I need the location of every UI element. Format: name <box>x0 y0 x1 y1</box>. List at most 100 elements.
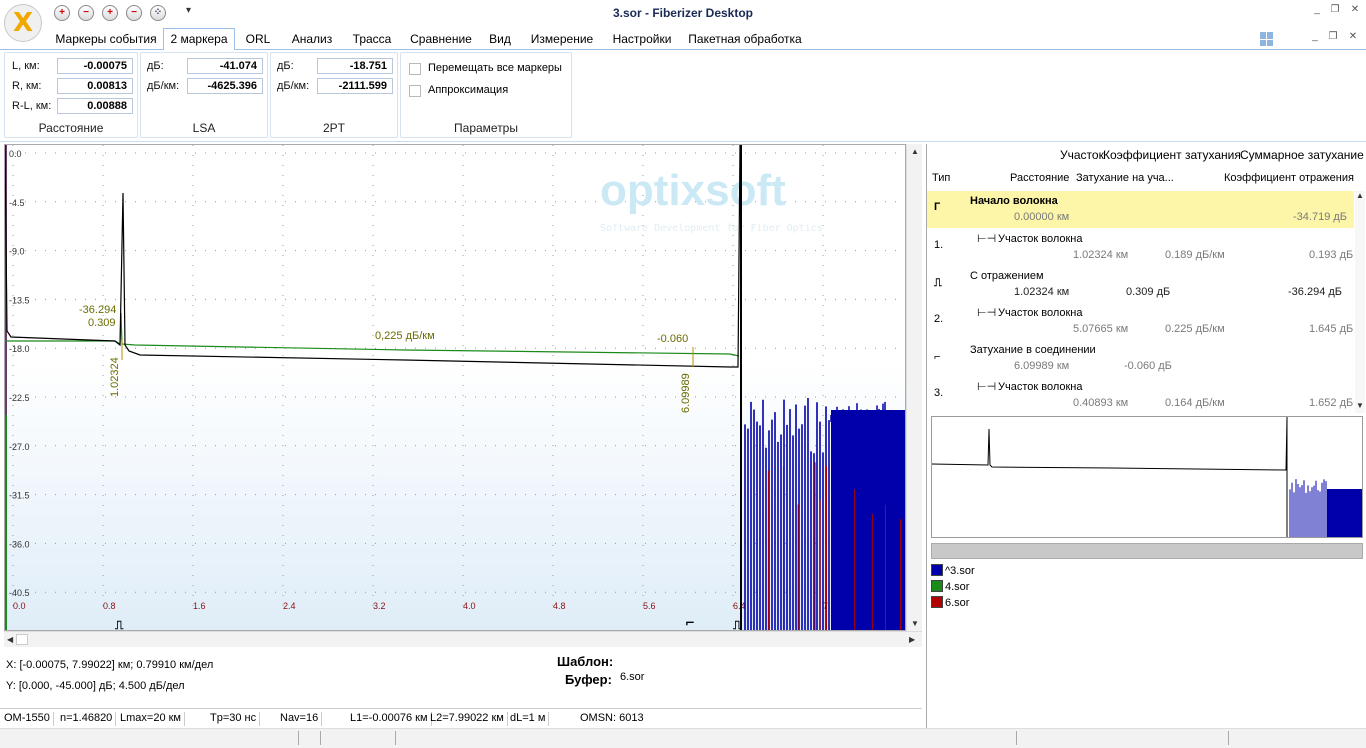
event1-loss-label: 0.309 <box>88 317 116 329</box>
tab-trace[interactable]: Трасса <box>352 32 392 46</box>
y-tick-label: -36.0 <box>9 539 30 549</box>
group-lsa: дБ: -41.074 дБ/км: -4625.396 LSA <box>140 52 268 138</box>
approximation-label[interactable]: Аппроксимация <box>428 84 509 96</box>
event-reflectance: -34.719 дБ <box>1293 211 1348 223</box>
end-event-icon[interactable]: ⎍ <box>732 618 742 631</box>
scroll-up-icon[interactable]: ▲ <box>911 147 919 156</box>
windows-layout-icon[interactable] <box>1260 32 1274 46</box>
event-row-segment-1[interactable]: 1. ⊢⊣ Участок волокна 1.02324 км 0.189 д… <box>927 229 1354 266</box>
status-bar: OM-1550 n=1.46820 Lmax=20 км Tp=30 нс Na… <box>0 708 922 728</box>
zoom-in-vertical-icon[interactable]: + <box>102 5 118 21</box>
tab-settings[interactable]: Настройки <box>612 32 672 46</box>
reflectogram-plot[interactable]: optixsoft Software Development for Fiber… <box>4 144 906 631</box>
event-row-fiber-start[interactable]: Г Начало волокна 0.00000 км -34.719 дБ <box>927 191 1354 228</box>
event-row-segment-3[interactable]: 3. ⊢⊣ Участок волокна 0.40893 км 0.164 д… <box>927 377 1354 414</box>
overview-minimap[interactable] <box>931 416 1363 538</box>
plot-svg: optixsoft Software Development for Fiber… <box>5 145 905 631</box>
group-2pt: дБ: -18.751 дБ/км: -2111.599 2PT <box>270 52 398 138</box>
reflective-event-icon[interactable]: ⎍ <box>114 618 124 631</box>
ribbon-tabs: Маркеры события 2 маркера ORL Анализ Тра… <box>0 28 1366 51</box>
twopt-dbkm-field[interactable]: -2111.599 <box>317 78 393 94</box>
tab-measure[interactable]: Измерение <box>530 32 594 46</box>
plot-vertical-scrollbar[interactable]: ▲ ▼ <box>906 144 922 631</box>
move-all-markers-label[interactable]: Перемещать все маркеры <box>428 62 562 74</box>
mdi-close-icon[interactable]: ✕ <box>1348 31 1358 42</box>
zoom-out-icon[interactable]: − <box>78 5 94 21</box>
segment-icon: ⊢⊣ <box>977 381 997 393</box>
tab-orl[interactable]: ORL <box>245 32 271 46</box>
scroll-down-icon[interactable]: ▼ <box>911 619 919 628</box>
header-refl-coef[interactable]: Коэффициент отражения <box>1224 172 1354 184</box>
tab-batch[interactable]: Пакетная обработка <box>688 32 802 46</box>
move-all-markers-checkbox[interactable] <box>409 63 421 75</box>
l-km-field[interactable]: -0.00075 <box>57 58 133 74</box>
minimize-icon[interactable]: _ <box>1314 4 1320 15</box>
scroll-right-icon[interactable]: ▶ <box>909 635 916 644</box>
splice-event-icon[interactable]: ⌐ <box>685 616 695 630</box>
quick-access-dropdown-icon[interactable]: ▾ <box>186 5 192 16</box>
mdi-restore-icon[interactable]: ❐ <box>1328 31 1338 42</box>
scale-info: X: [-0.00075, 7.99022] км; 0.79910 км/де… <box>4 650 922 706</box>
legend-item-3sor[interactable]: ^3.sor <box>931 564 975 577</box>
lsa-db-field[interactable]: -41.074 <box>187 58 263 74</box>
y-tick-label: -27.0 <box>9 442 30 452</box>
x-tick-label: 4.0 <box>463 601 476 611</box>
rl-km-field[interactable]: 0.00888 <box>57 98 133 114</box>
close-icon[interactable]: ✕ <box>1350 4 1360 15</box>
legend-label: ^3.sor <box>945 565 975 577</box>
y-tick-label: -9.0 <box>9 247 25 257</box>
group-distance: L, км: -0.00075 R, км: 0.00813 R-L, км: … <box>4 52 138 138</box>
buffer-value: 6.sor <box>620 671 645 683</box>
header-total-atten[interactable]: Суммарное затухание <box>1240 148 1364 162</box>
twopt-db-field[interactable]: -18.751 <box>317 58 393 74</box>
rl-km-label: R-L, км: <box>12 100 52 112</box>
zoom-in-icon[interactable]: + <box>54 5 70 21</box>
plot-horizontal-scrollbar[interactable]: ◀ ▶ <box>4 631 922 647</box>
header-atten-coef[interactable]: Коэффициент затухания <box>1103 148 1241 162</box>
event-name: С отражением <box>970 270 1044 282</box>
header-loss[interactable]: Затухание на уча... <box>1076 172 1174 184</box>
event-row-reflective[interactable]: ⎍ С отражением 1.02324 км 0.309 дБ -36.2… <box>927 266 1354 303</box>
segment-slope-label: 0,225 дБ/км <box>375 330 435 342</box>
app-logo-icon[interactable]: X <box>4 4 42 42</box>
tab-analysis[interactable]: Анализ <box>291 32 333 46</box>
mdi-minimize-icon[interactable]: _ <box>1312 31 1318 42</box>
fit-all-icon[interactable]: ⁘ <box>150 5 166 21</box>
events-scroll-down-icon[interactable]: ▼ <box>1356 401 1364 410</box>
event-distance: 0.00000 км <box>1014 211 1070 223</box>
tab-view[interactable]: Вид <box>489 32 511 46</box>
events-scroll-up-icon[interactable]: ▲ <box>1356 191 1364 200</box>
event1-refl-label: -36.294 <box>79 304 116 316</box>
status-dl: dL=1 м <box>510 712 550 726</box>
zoom-out-vertical-icon[interactable]: − <box>126 5 142 21</box>
group-2pt-title: 2PT <box>322 121 345 135</box>
header-type[interactable]: Тип <box>932 172 951 184</box>
r-km-label: R, км: <box>12 80 42 92</box>
events-scrollbar[interactable]: ▲ ▼ <box>1355 191 1365 413</box>
scroll-left-icon[interactable]: ◀ <box>7 635 14 644</box>
event-atten: 0.189 дБ/км <box>1165 249 1225 261</box>
scroll-thumb[interactable] <box>16 634 28 645</box>
tab-compare[interactable]: Сравнение <box>410 32 472 46</box>
tab-event-markers[interactable]: Маркеры события <box>55 32 157 46</box>
event-row-splice[interactable]: ⌐ Затухание в соединении 6.09989 км -0.0… <box>927 340 1354 377</box>
r-km-field[interactable]: 0.00813 <box>57 78 133 94</box>
template-label: Шаблон: <box>557 654 614 669</box>
event-name: Участок волокна <box>998 381 1083 393</box>
event-name: Участок волокна <box>998 233 1083 245</box>
event-row-segment-2[interactable]: 2. ⊢⊣ Участок волокна 5.07665 км 0.225 д… <box>927 303 1354 340</box>
y-tick-label: -18.0 <box>9 344 30 354</box>
header-distance[interactable]: Расстояние <box>1010 172 1070 184</box>
approximation-checkbox[interactable] <box>409 85 421 97</box>
event-reflectance: -36.294 дБ <box>1288 286 1343 298</box>
tab-two-markers[interactable]: 2 маркера <box>163 28 235 51</box>
minimap-scrollbar[interactable] <box>931 543 1363 559</box>
legend-item-6sor[interactable]: 6.sor <box>931 596 969 609</box>
twopt-db-label: дБ: <box>277 60 294 72</box>
legend-item-4sor[interactable]: 4.sor <box>931 580 969 593</box>
lsa-dbkm-field[interactable]: -4625.396 <box>187 78 263 94</box>
title-bar: X + − + − ⁘ ▾ 3.sor - Fiberizer Desktop … <box>0 0 1366 42</box>
header-segment[interactable]: Участок <box>1060 148 1104 162</box>
event-loss: 0.309 дБ <box>1126 286 1171 298</box>
restore-icon[interactable]: ❐ <box>1330 4 1340 15</box>
